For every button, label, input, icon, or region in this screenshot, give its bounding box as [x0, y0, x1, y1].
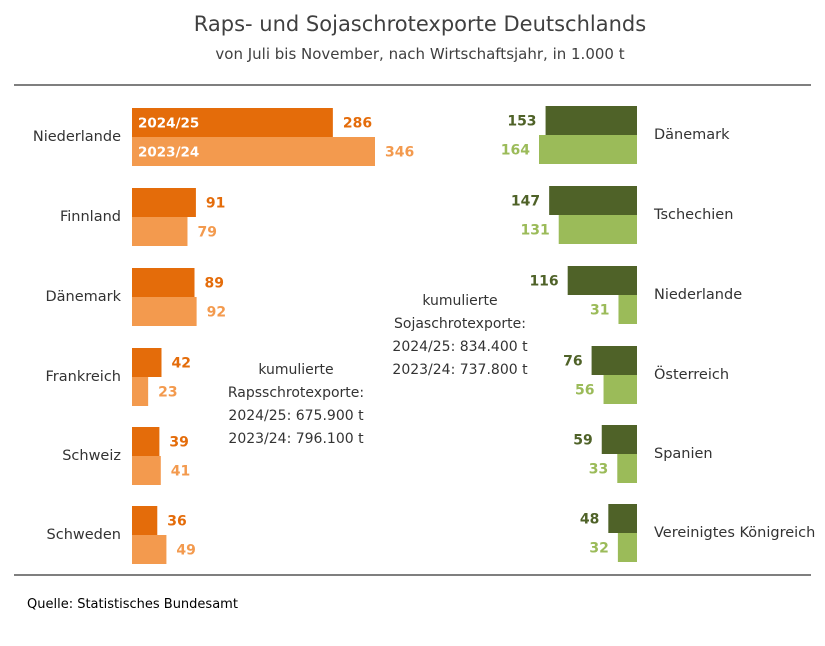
- source-note: Quelle: Statistisches Bundesamt: [27, 597, 238, 612]
- raps-note-line: Rapsschrotexporte:: [228, 385, 364, 401]
- soja-value-label: 116: [529, 274, 558, 290]
- raps-category-label: Schweiz: [62, 448, 121, 464]
- soja-bar: [603, 375, 637, 404]
- raps-value-label: 39: [169, 435, 188, 451]
- soja-category-label: Österreich: [654, 365, 729, 383]
- soja-bars: Dänemark 153 164 Tschechien 147 131 Niederland…: [501, 106, 815, 562]
- raps-value-label: 79: [197, 225, 216, 241]
- raps-bar: [132, 377, 149, 406]
- soja-bar: [539, 135, 637, 164]
- soja-value-label: 31: [590, 303, 609, 319]
- raps-value-label: 49: [176, 543, 195, 559]
- raps-bar: [132, 217, 188, 246]
- raps-bar: [132, 297, 197, 326]
- chart-title: Raps- und Sojaschrotexporte Deutschlands: [194, 12, 646, 36]
- raps-bar: [132, 108, 333, 137]
- raps-bar: [132, 506, 158, 535]
- soja-value-label: 32: [589, 541, 608, 557]
- raps-bars: Niederlande 286 2024/25 346 2023/24 Finnland 9…: [33, 108, 414, 564]
- raps-bar: [132, 535, 167, 564]
- soja-value-label: 153: [507, 114, 536, 130]
- soja-bar: [608, 504, 637, 533]
- raps-category-label: Frankreich: [46, 369, 121, 385]
- soja-value-label: 76: [563, 354, 582, 370]
- soja-note-line: 2023/24: 737.800 t: [392, 362, 528, 378]
- soja-value-label: 33: [589, 462, 608, 478]
- raps-bar: [132, 188, 196, 217]
- soja-category-label: Vereinigtes Königreich: [654, 525, 815, 541]
- raps-value-label: 42: [171, 356, 190, 372]
- soja-bar: [558, 215, 637, 244]
- soja-bar: [567, 266, 637, 295]
- raps-value-label: 346: [385, 145, 414, 161]
- raps-value-label: 89: [205, 276, 224, 292]
- raps-series-label: 2023/24: [138, 145, 199, 161]
- soja-value-label: 147: [511, 194, 540, 210]
- soja-bar: [549, 186, 637, 215]
- raps-note-line: 2024/25: 675.900 t: [228, 408, 364, 424]
- raps-note: kumulierte Rapsschrotexporte: 2024/25: 675…: [228, 362, 364, 447]
- soja-bar: [618, 295, 637, 324]
- raps-value-label: 91: [206, 196, 225, 212]
- raps-value-label: 92: [207, 305, 226, 321]
- soja-value-label: 164: [501, 143, 530, 159]
- raps-note-line: kumulierte: [258, 362, 333, 378]
- soja-value-label: 59: [573, 433, 592, 449]
- soja-category-label: Tschechien: [653, 207, 733, 223]
- raps-value-label: 41: [171, 464, 190, 480]
- raps-value-label: 286: [343, 116, 372, 132]
- raps-value-label: 36: [167, 514, 186, 530]
- soja-note-line: Sojaschrotexporte:: [394, 316, 526, 332]
- soja-category-label: Niederlande: [654, 287, 742, 303]
- soja-bar: [591, 346, 637, 375]
- raps-category-label: Finnland: [60, 209, 121, 225]
- soja-category-label: Dänemark: [654, 127, 730, 143]
- raps-bar: [132, 137, 375, 166]
- soja-value-label: 56: [575, 383, 594, 399]
- soja-value-label: 131: [520, 223, 549, 239]
- raps-bar: [132, 268, 195, 297]
- raps-bar: [132, 427, 160, 456]
- soja-bar: [601, 425, 637, 454]
- raps-note-line: 2023/24: 796.100 t: [228, 431, 364, 447]
- raps-category-label: Schweden: [47, 527, 121, 543]
- raps-category-label: Niederlande: [33, 129, 121, 145]
- soja-note-line: 2024/25: 834.400 t: [392, 339, 528, 355]
- raps-series-label: 2024/25: [138, 116, 199, 132]
- soja-bar: [545, 106, 637, 135]
- raps-bar: [132, 456, 161, 485]
- soja-bar: [617, 454, 637, 483]
- soja-category-label: Spanien: [654, 446, 713, 462]
- raps-bar: [132, 348, 162, 377]
- soja-note: kumulierte Sojaschrotexporte: 2024/25: 834…: [392, 293, 528, 378]
- raps-category-label: Dänemark: [45, 289, 121, 305]
- soja-bar: [617, 533, 637, 562]
- soja-note-line: kumulierte: [422, 293, 497, 309]
- raps-value-label: 23: [158, 385, 177, 401]
- chart-subtitle: von Juli bis November, nach Wirtschaftsj…: [215, 45, 624, 63]
- soja-value-label: 48: [580, 512, 599, 528]
